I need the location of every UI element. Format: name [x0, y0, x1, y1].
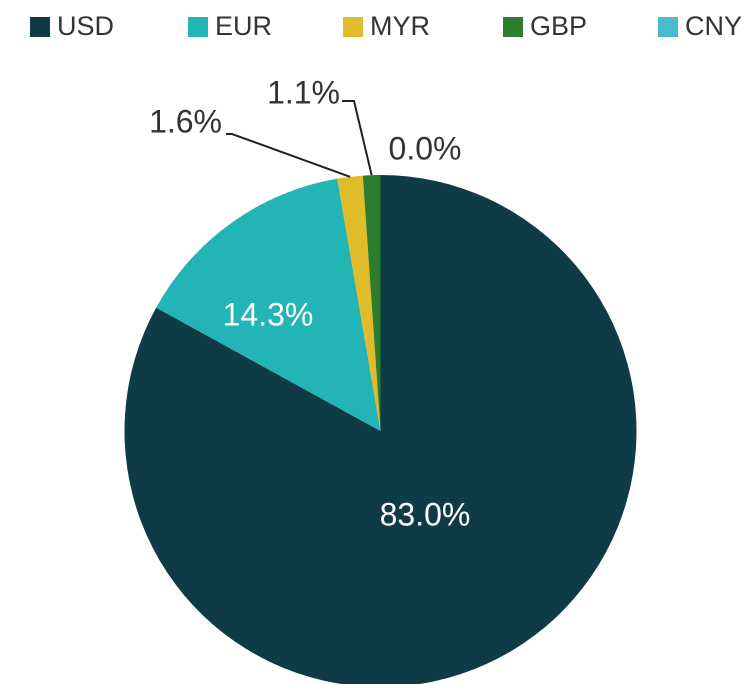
legend-label: GBP	[530, 11, 587, 41]
pie-slice	[337, 175, 381, 431]
leader-line	[342, 100, 373, 176]
pie-slice	[156, 178, 381, 431]
legend-swatch	[30, 17, 50, 37]
leader-line	[226, 133, 351, 178]
legend-label: CNY	[685, 11, 742, 41]
data-label: 83.0%	[380, 496, 471, 532]
data-label: 1.6%	[149, 103, 222, 139]
legend-label: USD	[57, 11, 114, 41]
legend-swatch	[188, 17, 208, 37]
data-label: 0.0%	[389, 130, 462, 166]
legend-swatch	[503, 17, 523, 37]
pie-slice	[362, 175, 381, 431]
data-label: 14.3%	[223, 296, 314, 332]
data-label: 1.1%	[267, 74, 340, 110]
legend-label: EUR	[215, 11, 272, 41]
legend-swatch	[343, 17, 363, 37]
legend-label: MYR	[370, 11, 430, 41]
legend-swatch	[658, 17, 678, 37]
pie-slice	[124, 175, 637, 684]
